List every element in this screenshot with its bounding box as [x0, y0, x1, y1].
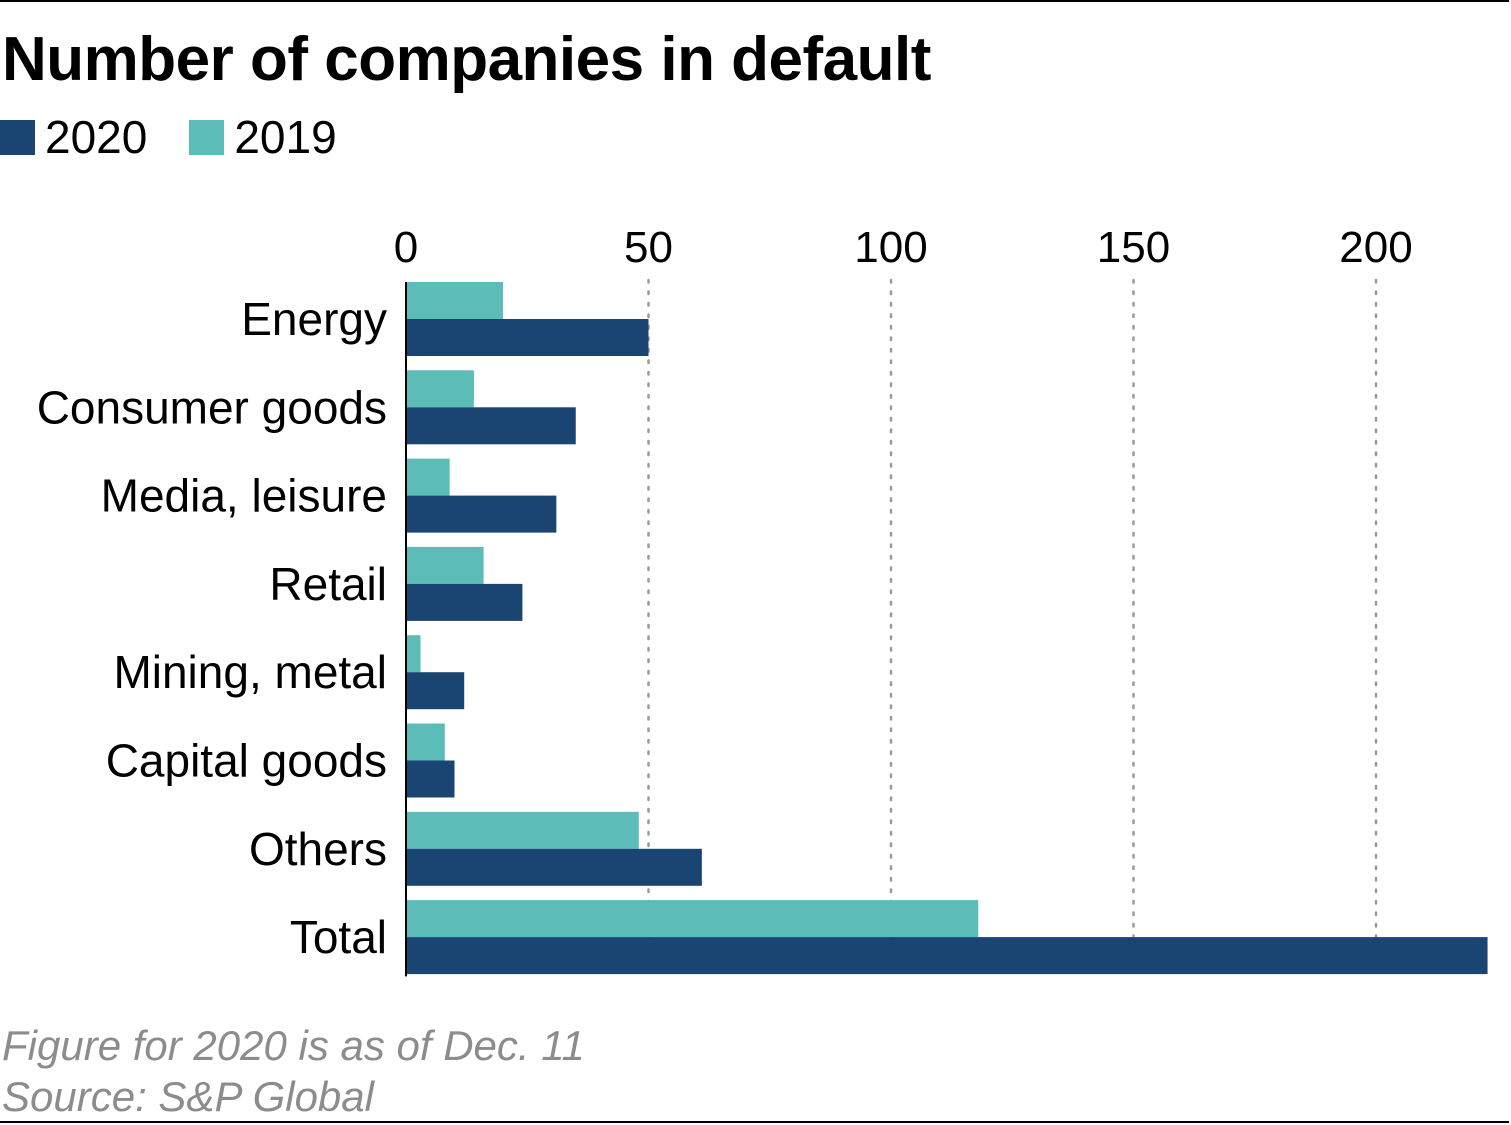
category-label-mining-metal: Mining, metal — [113, 646, 387, 698]
legend-item-2020: 2020 — [0, 110, 147, 164]
bar-2019-consumer-goods — [406, 370, 474, 408]
bar-2019-total — [406, 900, 979, 938]
x-tick-label-150: 150 — [1097, 223, 1170, 272]
x-tick-label-100: 100 — [854, 223, 927, 272]
legend-label-2019: 2019 — [234, 111, 337, 163]
footnote: Figure for 2020 is as of Dec. 11 — [2, 1022, 585, 1069]
category-label-others: Others — [249, 823, 387, 875]
bar-2020-energy — [406, 319, 649, 356]
bar-2019-mining-metal — [406, 635, 421, 673]
category-label-capital-goods: Capital goods — [106, 735, 387, 787]
bar-2020-consumer-goods — [406, 407, 576, 445]
chart-title: Number of companies in default — [2, 25, 931, 94]
x-tick-label-50: 50 — [624, 223, 673, 272]
bar-2020-others — [406, 848, 702, 886]
x-tick-label-0: 0 — [394, 223, 418, 272]
bar-2019-capital-goods — [406, 723, 445, 761]
legend: 2020 2019 — [0, 110, 379, 164]
bar-2020-retail — [406, 583, 523, 621]
source-note: Source: S&P Global — [2, 1073, 374, 1120]
category-label-consumer-goods: Consumer goods — [37, 381, 387, 433]
category-label-retail: Retail — [269, 558, 387, 610]
bar-2019-others — [406, 811, 639, 849]
bar-2019-energy — [406, 282, 503, 319]
legend-label-2020: 2020 — [45, 111, 148, 163]
bar-2020-media-leisure — [406, 495, 557, 533]
category-label-media-leisure: Media, leisure — [101, 470, 387, 522]
bar-2020-capital-goods — [406, 760, 455, 798]
x-tick-label-200: 200 — [1339, 223, 1412, 272]
bar-2019-retail — [406, 546, 484, 584]
bar-chart: 0 50 100 150 200 Energy Consumer goods Media, l… — [37, 223, 1488, 978]
legend-item-2019: 2019 — [189, 110, 337, 164]
category-label-total: Total — [290, 911, 387, 963]
category-label-energy: Energy — [241, 293, 387, 345]
bar-2019-media-leisure — [406, 458, 450, 496]
legend-swatch-2019 — [189, 119, 225, 155]
bar-2020-total — [406, 937, 1488, 975]
legend-swatch-2020 — [0, 119, 35, 155]
bar-2020-mining-metal — [406, 672, 465, 710]
